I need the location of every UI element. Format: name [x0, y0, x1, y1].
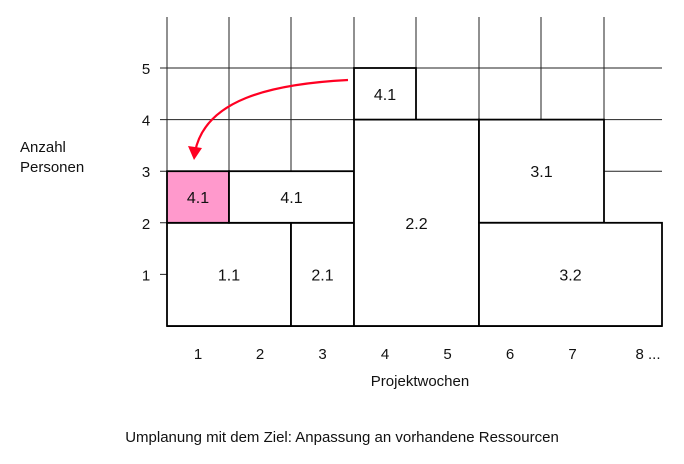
block-1-1: 1.1	[166, 221, 292, 327]
block-4-1: 4.1	[353, 67, 417, 121]
x-tick-label: 1	[194, 346, 202, 363]
y-tick-label: 4	[142, 113, 150, 130]
arrowhead-icon	[188, 146, 202, 160]
y-tick-label: 2	[142, 216, 150, 233]
x-tick-label: 7	[568, 346, 576, 363]
x-tick-label: 8 ...	[635, 346, 660, 363]
block-rect	[353, 67, 417, 121]
block-rect	[353, 118, 480, 327]
x-tick-label: 4	[381, 346, 389, 363]
block-label: 3.1	[530, 164, 552, 181]
block-4-1: 4.1	[166, 170, 230, 224]
block-3-1: 3.1	[478, 118, 605, 224]
caption: Umplanung mit dem Ziel: Anpassung an vor…	[125, 429, 559, 446]
work-package-blocks: 1.1 2.1 4.1 4.1 2.2 4.1 3.1 3.2	[166, 67, 663, 327]
move-arrow	[193, 78, 349, 153]
block-rect	[478, 221, 663, 327]
y-tick-label: 1	[142, 267, 150, 284]
axis-ticks: 1 2 3 4 5 1 2 3 4 5 6 7 8 ...	[142, 61, 661, 363]
block-label: 2.1	[311, 267, 333, 284]
block-3-2: 3.2	[478, 221, 663, 327]
block-4-1: 4.1	[228, 170, 355, 224]
x-axis-label: Projektwochen	[371, 373, 469, 390]
y-axis-label-line1: Anzahl	[20, 139, 66, 156]
block-label: 2.2	[405, 216, 427, 233]
block-label: 4.1	[187, 190, 209, 207]
x-tick-label: 6	[506, 346, 514, 363]
y-axis-label-line2: Personen	[20, 159, 84, 176]
x-tick-label: 5	[443, 346, 451, 363]
x-tick-label: 3	[318, 346, 326, 363]
block-rect	[478, 118, 605, 224]
y-tick-label: 3	[142, 164, 150, 181]
block-2-1: 2.1	[290, 221, 355, 327]
x-tick-label: 2	[256, 346, 264, 363]
block-label: 3.2	[559, 267, 581, 284]
y-tick-label: 5	[142, 61, 150, 78]
block-2-2: 2.2	[353, 118, 480, 327]
block-label: 1.1	[218, 267, 240, 284]
block-label: 4.1	[280, 190, 302, 207]
block-label: 4.1	[374, 87, 396, 104]
